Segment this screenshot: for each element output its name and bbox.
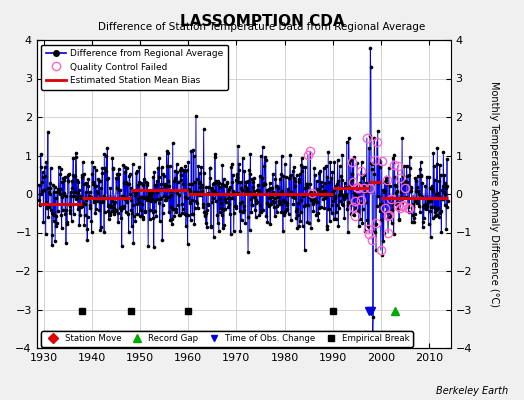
Text: Berkeley Earth: Berkeley Earth [436,386,508,396]
Legend: Station Move, Record Gap, Time of Obs. Change, Empirical Break: Station Move, Record Gap, Time of Obs. C… [41,331,413,347]
Text: Difference of Station Temperature Data from Regional Average: Difference of Station Temperature Data f… [99,22,425,32]
Y-axis label: Monthly Temperature Anomaly Difference (°C): Monthly Temperature Anomaly Difference (… [489,81,499,307]
Text: LASSOMPTION CDA: LASSOMPTION CDA [180,14,344,29]
